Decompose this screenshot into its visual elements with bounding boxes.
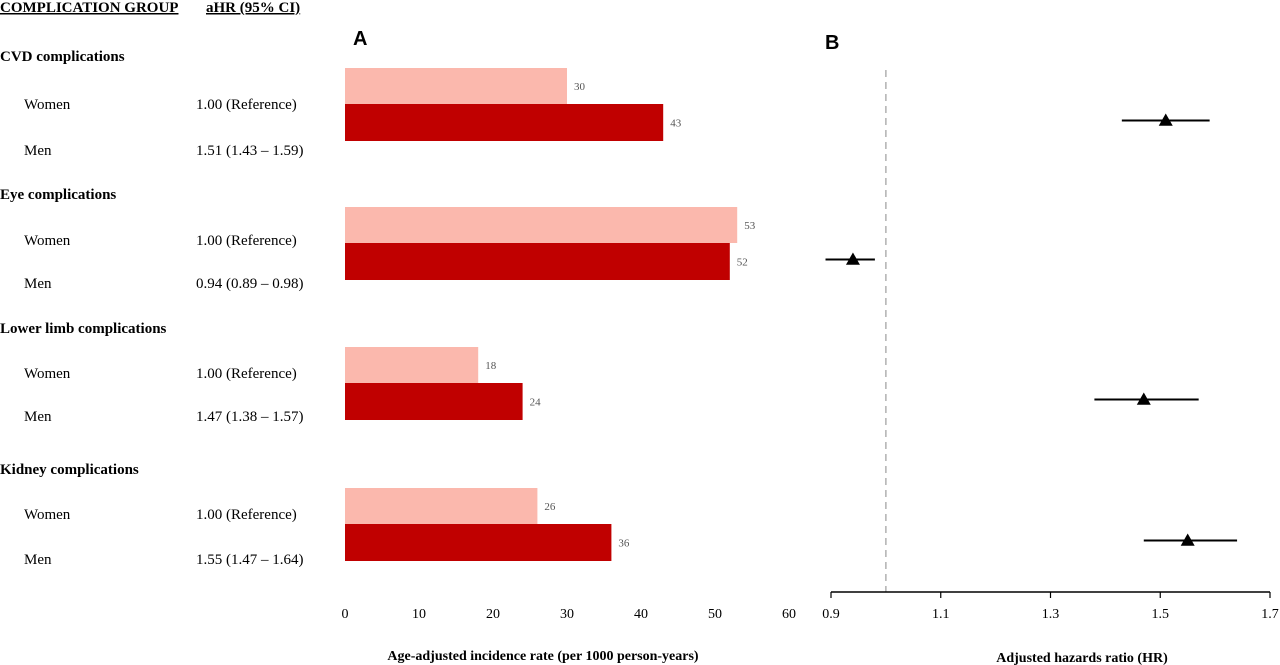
row-ahr-lower-limb-men: 1.47 (1.38 – 1.57) <box>196 409 304 425</box>
bar-lower-limb-complications-men <box>345 383 523 420</box>
header-complication-group: COMPLICATION GROUP <box>0 0 178 16</box>
panel-a-x-tick-4: 40 <box>634 607 648 622</box>
data-label-kidney-complications-women: 26 <box>544 501 556 513</box>
data-label-cvd-complications-men: 43 <box>670 118 682 130</box>
row-ahr-eye-women: 1.00 (Reference) <box>196 233 297 249</box>
data-label-lower-limb-complications-women: 18 <box>485 360 497 372</box>
panel-a-x-tick-3: 30 <box>560 607 574 622</box>
panel-b-x-tick-1: 1.1 <box>932 607 950 622</box>
data-label-eye-complications-men: 52 <box>737 257 748 269</box>
row-ahr-cvd-men: 1.51 (1.43 – 1.59) <box>196 143 304 159</box>
row-label-eye-men: Men <box>24 276 52 292</box>
panel-b-label: B <box>825 32 839 54</box>
group-title-kidney: Kidney complications <box>0 462 139 478</box>
row-ahr-cvd-women: 1.00 (Reference) <box>196 97 297 113</box>
panel-a-x-tick-2: 20 <box>486 607 500 622</box>
panel-a-bar-chart: 30 43 53 52 18 24 26 36 0 10 20 30 40 50 60 <box>342 68 796 622</box>
hr-point-cvd-complications <box>1158 113 1173 126</box>
row-label-kidney-men: Men <box>24 552 52 568</box>
row-ahr-lower-limb-women: 1.00 (Reference) <box>196 366 297 382</box>
group-title-lower-limb: Lower limb complications <box>0 321 167 337</box>
bar-eye-complications-men <box>345 243 730 280</box>
data-label-cvd-complications-women: 30 <box>574 81 586 93</box>
group-title-eye: Eye complications <box>0 187 116 203</box>
panel-a-x-tick-5: 50 <box>708 607 722 622</box>
bar-eye-complications-women <box>345 207 738 243</box>
row-label-lower-limb-men: Men <box>24 409 52 425</box>
row-label-eye-women: Women <box>24 233 71 249</box>
row-label-lower-limb-women: Women <box>24 366 71 382</box>
data-label-eye-complications-women: 53 <box>744 220 756 232</box>
panel-b-x-axis-title: Adjusted hazards ratio (HR) <box>996 651 1168 665</box>
bar-cvd-complications-men <box>345 104 664 141</box>
panel-b-x-tick-0: 0.9 <box>822 607 840 622</box>
panel-a-x-tick-1: 10 <box>412 607 426 622</box>
panel-a-label: A <box>353 28 367 50</box>
bar-kidney-complications-men <box>345 524 612 561</box>
panel-a-x-tick-6: 60 <box>782 607 796 622</box>
hr-point-kidney-complications <box>1180 533 1195 546</box>
data-label-kidney-complications-men: 36 <box>618 538 630 550</box>
hr-point-eye-complications <box>845 252 860 265</box>
bar-kidney-complications-women <box>345 488 538 524</box>
panel-b-x-tick-3: 1.5 <box>1152 607 1170 622</box>
hr-point-lower-limb-complications <box>1136 392 1151 405</box>
panel-b-x-tick-4: 1.7 <box>1261 607 1279 622</box>
panel-a-x-axis-title: Age-adjusted incidence rate (per 1000 pe… <box>387 649 699 664</box>
panel-b-forest-plot: 0.9 1.1 1.3 1.5 1.7 <box>822 70 1279 622</box>
row-label-cvd-men: Men <box>24 143 52 159</box>
panel-b-x-tick-2: 1.3 <box>1042 607 1060 622</box>
bar-lower-limb-complications-women <box>345 347 479 383</box>
panel-a-x-tick-0: 0 <box>342 607 349 622</box>
row-label-cvd-women: Women <box>24 97 71 113</box>
bar-cvd-complications-women <box>345 68 567 104</box>
header-ahr: aHR (95% CI) <box>206 0 300 16</box>
group-title-cvd: CVD complications <box>0 49 125 65</box>
row-ahr-kidney-women: 1.00 (Reference) <box>196 507 297 523</box>
row-label-kidney-women: Women <box>24 507 71 523</box>
row-ahr-kidney-men: 1.55 (1.47 – 1.64) <box>196 552 304 568</box>
data-label-lower-limb-complications-men: 24 <box>530 397 542 409</box>
row-ahr-eye-men: 0.94 (0.89 – 0.98) <box>196 276 304 292</box>
